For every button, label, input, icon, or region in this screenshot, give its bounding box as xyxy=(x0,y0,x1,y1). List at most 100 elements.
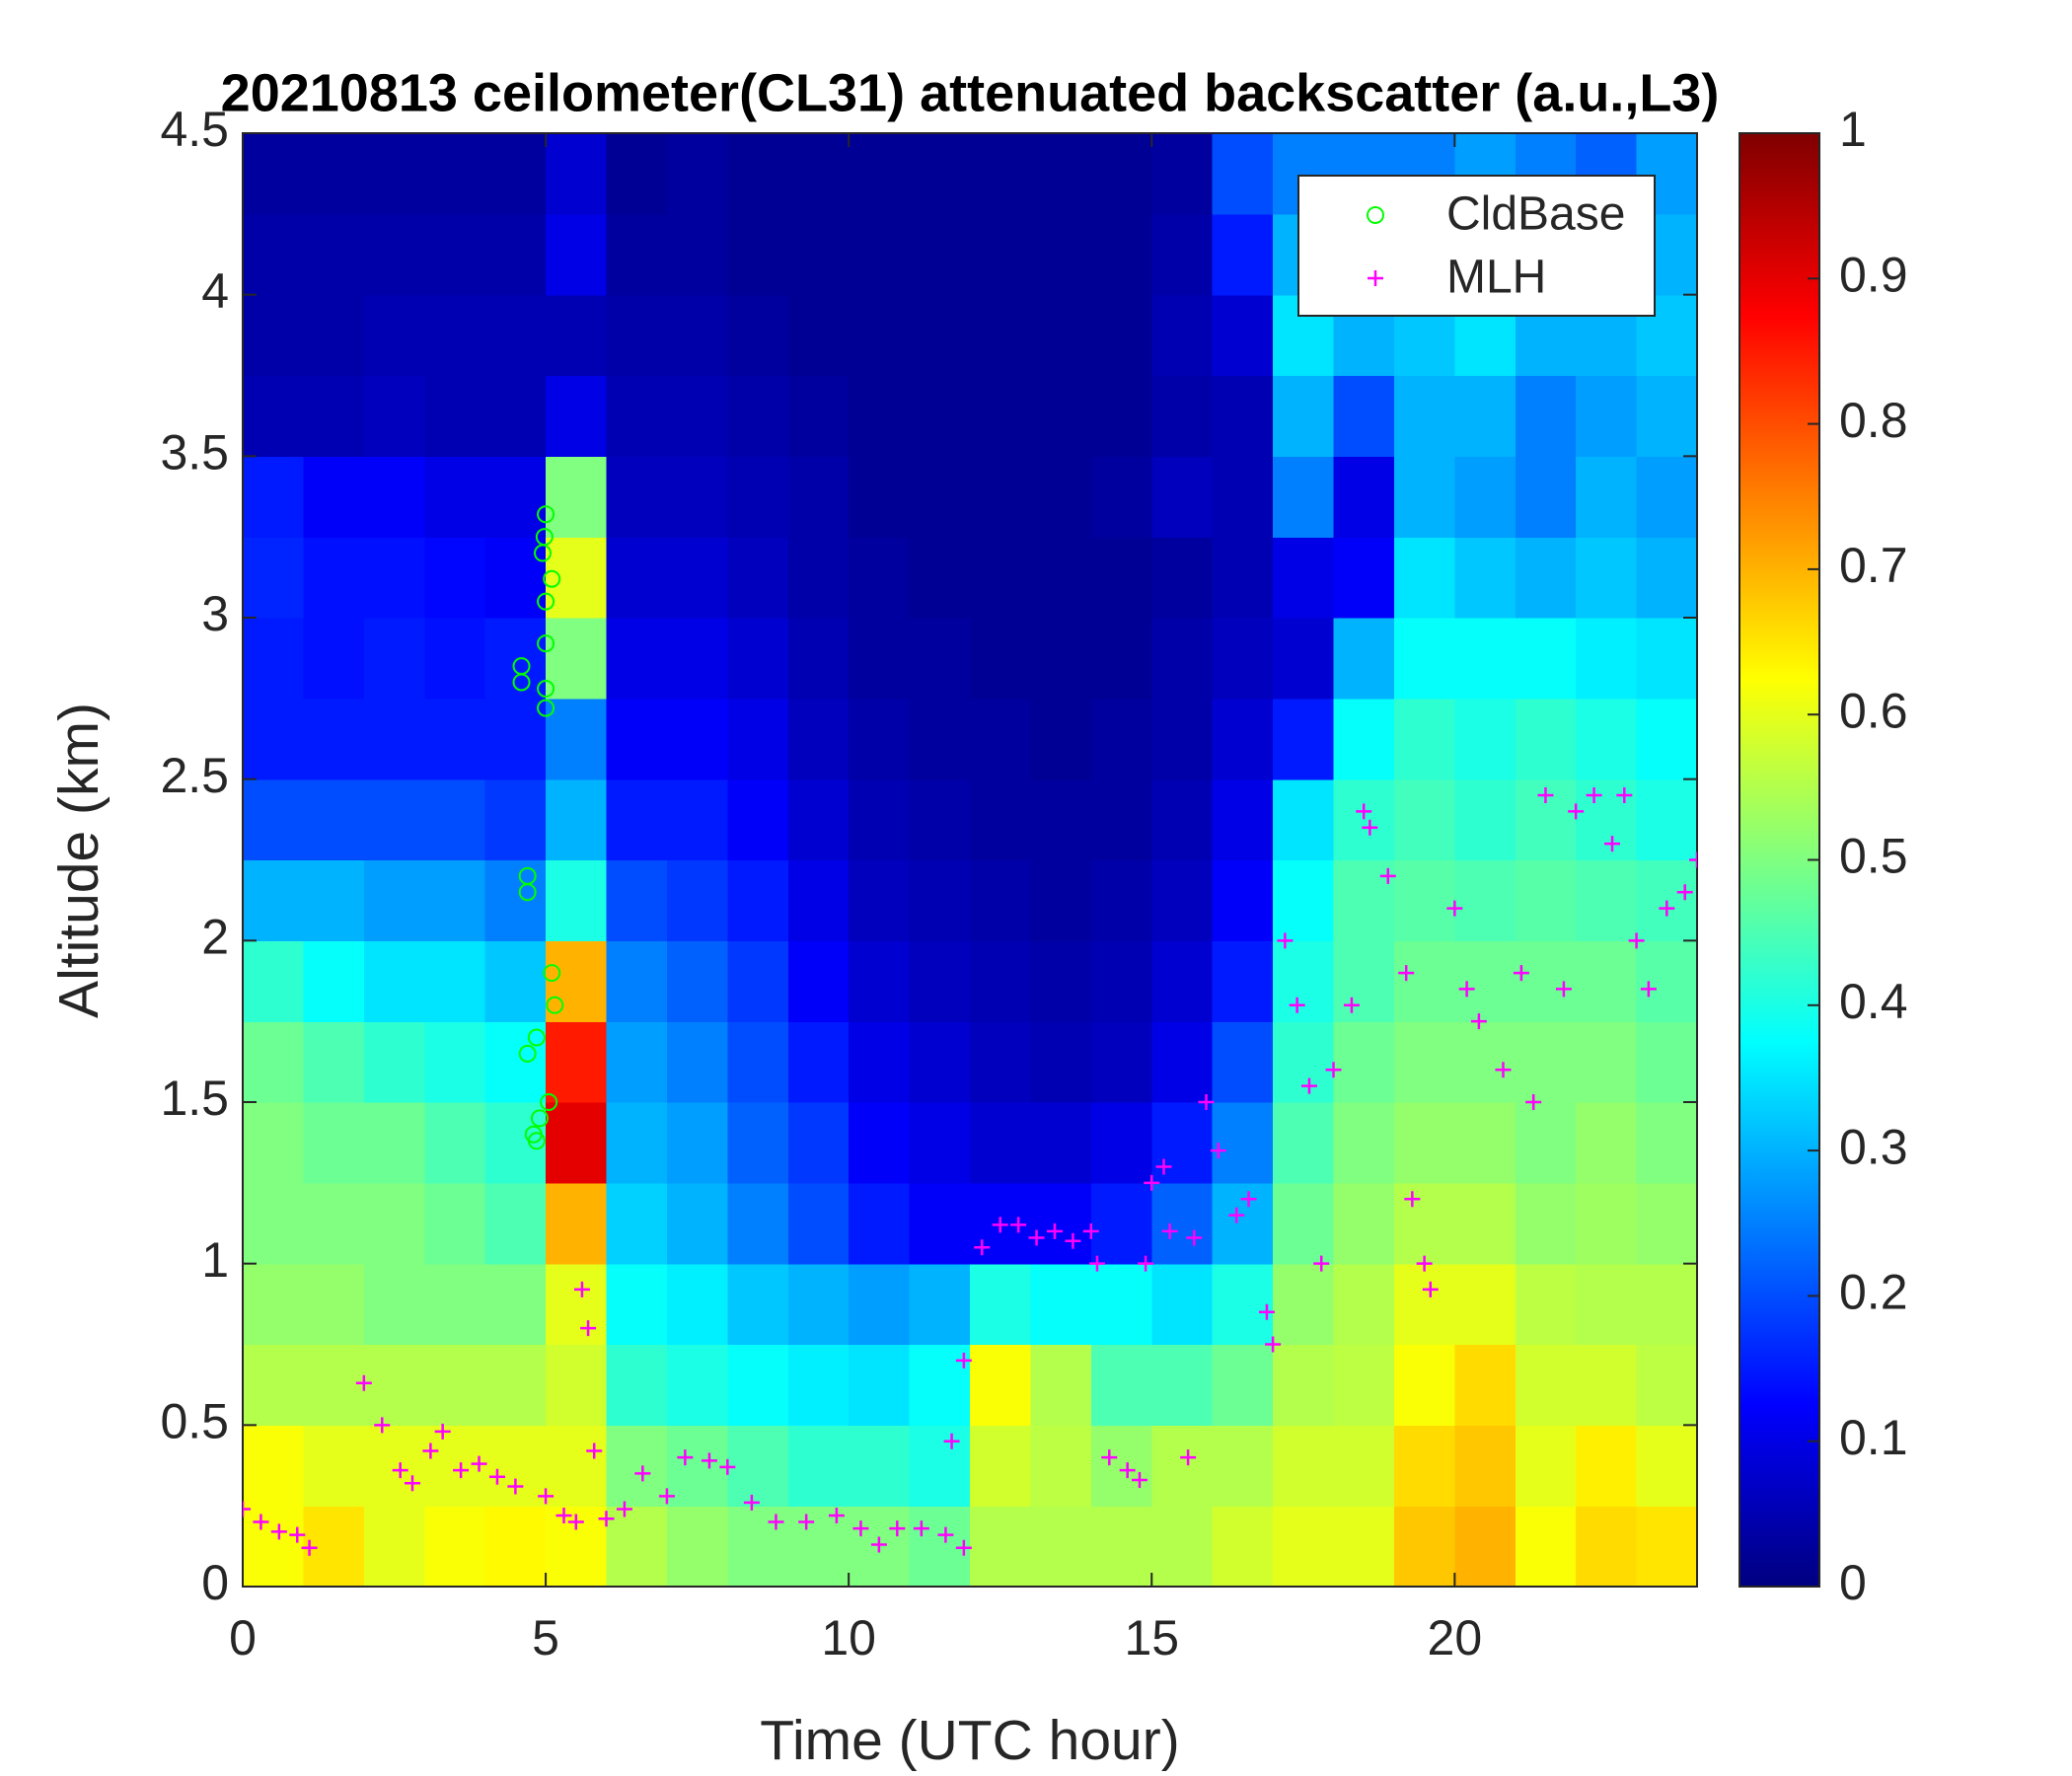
heatmap-cell xyxy=(303,375,365,457)
heatmap-cell xyxy=(606,294,668,377)
y-tick-label: 1.5 xyxy=(160,1071,229,1126)
heatmap-cell xyxy=(1273,618,1335,700)
heatmap-cell xyxy=(1454,698,1517,780)
x-axis-label: Time (UTC hour) xyxy=(760,1709,1179,1772)
heatmap-cell xyxy=(1393,1425,1455,1507)
heatmap-cell xyxy=(484,1344,547,1426)
heatmap-cell xyxy=(787,294,850,377)
cloud-base-marker xyxy=(530,1109,549,1128)
y-tick-label: 0.5 xyxy=(160,1394,229,1449)
heatmap-cell xyxy=(1151,537,1214,619)
heatmap-cell xyxy=(1636,456,1697,538)
heatmap-cell xyxy=(1393,537,1455,619)
heatmap-cell xyxy=(424,213,486,296)
heatmap-cell xyxy=(1333,778,1395,861)
mlh-marker xyxy=(1689,851,1697,868)
heatmap-cell xyxy=(1030,698,1092,780)
heatmap-cell xyxy=(1030,940,1092,1022)
heatmap-cell xyxy=(1212,294,1274,377)
heatmap-cell xyxy=(787,375,850,457)
heatmap-cell xyxy=(1454,618,1517,700)
colorbar-tick-label: 0.3 xyxy=(1839,1119,1908,1174)
series-circle xyxy=(512,505,564,1150)
heatmap-cell xyxy=(303,456,365,538)
heatmap-cell xyxy=(546,1344,608,1426)
heatmap-cell xyxy=(909,1344,971,1426)
heatmap-cell xyxy=(1151,859,1214,941)
mlh-marker xyxy=(701,1452,717,1469)
heatmap-cell xyxy=(1576,1506,1638,1587)
mlh-marker xyxy=(719,1458,736,1475)
heatmap-cell xyxy=(243,537,305,619)
heatmap-cell xyxy=(1212,778,1274,861)
heatmap-cell xyxy=(1151,698,1214,780)
legend-label: MLH xyxy=(1446,252,1546,304)
heatmap-cell xyxy=(909,1506,971,1587)
heatmap-cell xyxy=(666,1263,728,1346)
mlh-marker xyxy=(1313,1255,1330,1272)
heatmap-cell xyxy=(1151,1021,1214,1103)
heatmap-cell xyxy=(1151,213,1214,296)
heatmap-cell xyxy=(1576,1021,1638,1103)
heatmap-cell xyxy=(303,1506,365,1587)
mlh-marker xyxy=(1555,981,1572,998)
heatmap-cell xyxy=(1333,940,1395,1022)
mlh-marker xyxy=(567,1514,584,1530)
cloud-base-marker xyxy=(518,1044,537,1063)
mlh-marker xyxy=(1155,1158,1172,1175)
heatmap-cell xyxy=(1030,1506,1092,1587)
y-tick-label: 3.5 xyxy=(160,425,229,481)
heatmap-cell xyxy=(363,618,425,700)
mlh-marker xyxy=(1398,965,1415,982)
mlh-marker xyxy=(434,1423,451,1440)
heatmap-cell xyxy=(363,940,425,1022)
heatmap-cell xyxy=(727,133,789,215)
heatmap-cell xyxy=(1030,778,1092,861)
heatmap-cell xyxy=(1636,537,1697,619)
heatmap-cell xyxy=(1576,1344,1638,1426)
heatmap-cell xyxy=(849,133,911,215)
y-tick-label: 0 xyxy=(201,1555,229,1610)
heatmap-cell xyxy=(303,1021,365,1103)
mlh-marker xyxy=(1138,1255,1154,1272)
heatmap-cell xyxy=(484,1021,547,1103)
mlh-marker xyxy=(870,1536,887,1553)
heatmap-cell xyxy=(727,537,789,619)
heatmap-cell xyxy=(1151,940,1214,1022)
cloud-base-marker xyxy=(518,883,537,902)
heatmap-cell xyxy=(1576,698,1638,780)
cloud-base-marker xyxy=(527,1028,546,1047)
mlh-marker xyxy=(1422,1281,1439,1297)
mlh-marker xyxy=(1446,900,1463,917)
heatmap-cell xyxy=(363,213,425,296)
mlh-marker xyxy=(1586,787,1602,804)
mlh-marker xyxy=(1198,1094,1215,1110)
heatmap-cell xyxy=(1454,1021,1517,1103)
heatmap-cell xyxy=(363,1344,425,1426)
heatmap-cell xyxy=(970,1344,1032,1426)
heatmap-cell xyxy=(1151,1263,1214,1346)
heatmap-cell xyxy=(1273,859,1335,941)
heatmap-cell xyxy=(1393,859,1455,941)
mlh-marker xyxy=(955,1539,972,1556)
heatmap-cell xyxy=(606,940,668,1022)
cloud-base-marker xyxy=(537,505,555,524)
heatmap-cell xyxy=(363,778,425,861)
heatmap-cell xyxy=(424,537,486,619)
mlh-marker xyxy=(422,1443,439,1459)
heatmap-cell xyxy=(849,1182,911,1265)
x-tick-label: 10 xyxy=(821,1610,876,1665)
heatmap-cell xyxy=(787,456,850,538)
heatmap-cell xyxy=(1212,1506,1274,1587)
mlh-marker xyxy=(1470,1013,1487,1030)
mlh-marker xyxy=(955,1352,972,1369)
mlh-marker xyxy=(616,1501,632,1517)
heatmap-cell xyxy=(424,456,486,538)
heatmap-cell xyxy=(727,618,789,700)
heatmap-cell xyxy=(1273,778,1335,861)
heatmap-cell xyxy=(1454,859,1517,941)
mlh-marker xyxy=(768,1514,784,1530)
legend-label: CldBase xyxy=(1446,188,1625,241)
heatmap-cell xyxy=(606,698,668,780)
